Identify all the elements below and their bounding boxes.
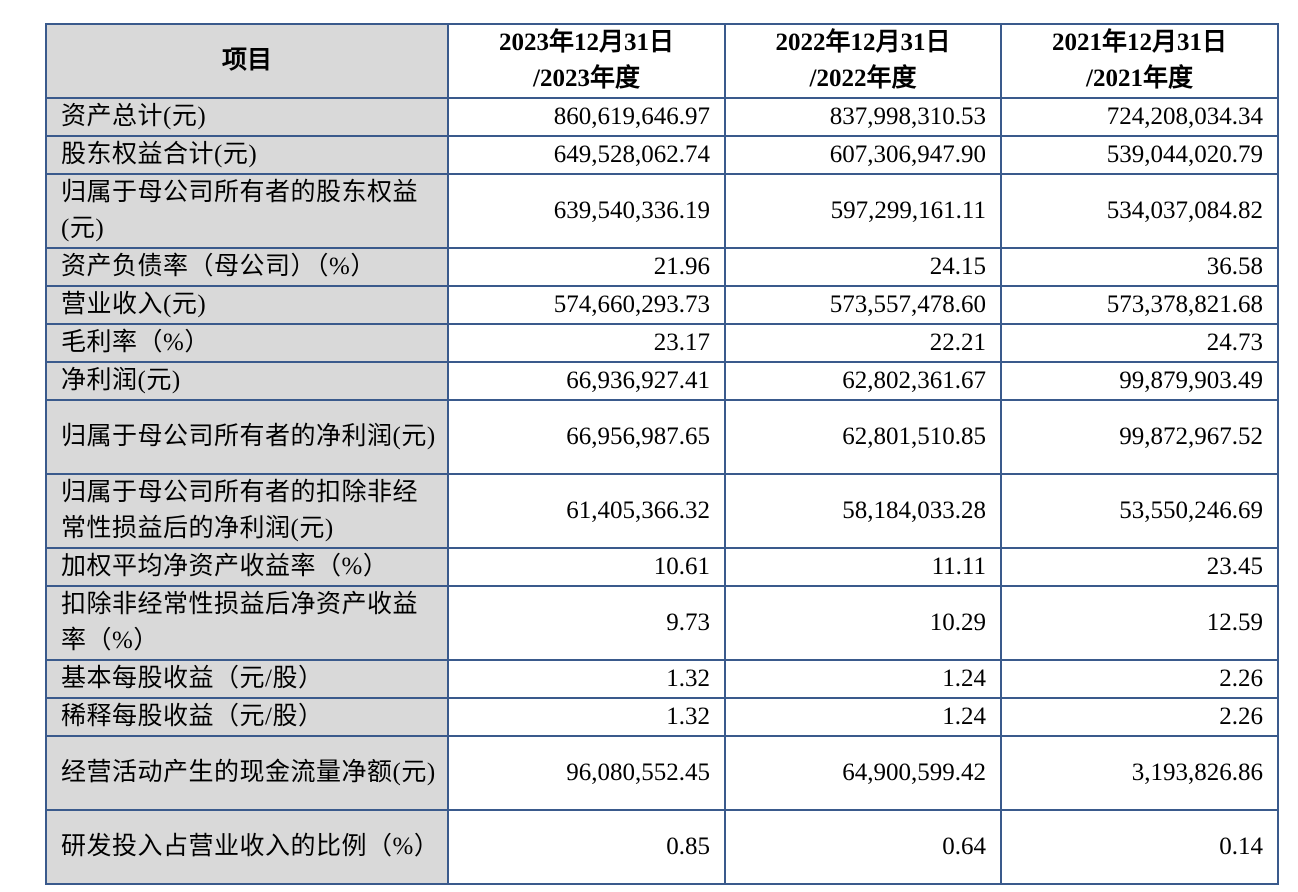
- table-row: 加权平均净资产收益率（%） 10.61 11.11 23.45: [45, 547, 1279, 587]
- row-label: 资产总计(元): [45, 97, 449, 137]
- cell-value: 11.11: [724, 547, 1002, 587]
- header-year-2022-line2: /2022年度: [809, 65, 917, 92]
- row-label: 稀释每股收益（元/股）: [45, 697, 449, 737]
- cell-value: 639,540,336.19: [447, 173, 726, 249]
- cell-value: 3,193,826.86: [1000, 735, 1279, 811]
- cell-value: 12.59: [1000, 585, 1279, 661]
- table-row: 研发投入占营业收入的比例（%） 0.85 0.64 0.14: [45, 809, 1279, 885]
- cell-value: 53,550,246.69: [1000, 473, 1279, 549]
- cell-value: 99,872,967.52: [1000, 399, 1279, 475]
- cell-value: 21.96: [447, 247, 726, 287]
- cell-value: 1.24: [724, 697, 1002, 737]
- table-row: 营业收入(元) 574,660,293.73 573,557,478.60 57…: [45, 285, 1279, 325]
- cell-value: 607,306,947.90: [724, 135, 1002, 175]
- table-row: 稀释每股收益（元/股） 1.32 1.24 2.26: [45, 697, 1279, 737]
- table-row: 经营活动产生的现金流量净额(元) 96,080,552.45 64,900,59…: [45, 735, 1279, 811]
- header-year-2022-line1: 2022年12月31日: [775, 29, 951, 56]
- table-row: 股东权益合计(元) 649,528,062.74 607,306,947.90 …: [45, 135, 1279, 175]
- cell-value: 99,879,903.49: [1000, 361, 1279, 401]
- cell-value: 66,956,987.65: [447, 399, 726, 475]
- cell-value: 36.58: [1000, 247, 1279, 287]
- cell-value: 23.17: [447, 323, 726, 363]
- cell-value: 2.26: [1000, 697, 1279, 737]
- row-label: 归属于母公司所有者的股东权益(元): [45, 173, 449, 249]
- cell-value: 62,802,361.67: [724, 361, 1002, 401]
- cell-value: 0.64: [724, 809, 1002, 885]
- cell-value: 66,936,927.41: [447, 361, 726, 401]
- cell-value: 10.29: [724, 585, 1002, 661]
- header-year-2022: 2022年12月31日 /2022年度: [724, 23, 1002, 99]
- table-header-row: 项目 2023年12月31日 /2023年度 2022年12月31日 /2022…: [45, 23, 1279, 99]
- table-row: 归属于母公司所有者的扣除非经常性损益后的净利润(元) 61,405,366.32…: [45, 473, 1279, 549]
- header-item: 项目: [45, 23, 449, 99]
- row-label: 股东权益合计(元): [45, 135, 449, 175]
- cell-value: 58,184,033.28: [724, 473, 1002, 549]
- cell-value: 24.73: [1000, 323, 1279, 363]
- cell-value: 534,037,084.82: [1000, 173, 1279, 249]
- cell-value: 649,528,062.74: [447, 135, 726, 175]
- header-year-2021: 2021年12月31日 /2021年度: [1000, 23, 1279, 99]
- row-label: 净利润(元): [45, 361, 449, 401]
- cell-value: 573,378,821.68: [1000, 285, 1279, 325]
- table-row: 归属于母公司所有者的净利润(元) 66,956,987.65 62,801,51…: [45, 399, 1279, 475]
- row-label: 毛利率（%）: [45, 323, 449, 363]
- table-row: 资产总计(元) 860,619,646.97 837,998,310.53 72…: [45, 97, 1279, 137]
- header-year-2023-line2: /2023年度: [533, 65, 640, 92]
- cell-value: 1.32: [447, 697, 726, 737]
- financial-table-container: 项目 2023年12月31日 /2023年度 2022年12月31日 /2022…: [45, 23, 1279, 885]
- cell-value: 574,660,293.73: [447, 285, 726, 325]
- row-label: 加权平均净资产收益率（%）: [45, 547, 449, 587]
- header-year-2021-line1: 2021年12月31日: [1051, 29, 1227, 56]
- row-label: 营业收入(元): [45, 285, 449, 325]
- table-row: 毛利率（%） 23.17 22.21 24.73: [45, 323, 1279, 363]
- cell-value: 1.32: [447, 659, 726, 699]
- table-row: 基本每股收益（元/股） 1.32 1.24 2.26: [45, 659, 1279, 699]
- row-label: 基本每股收益（元/股）: [45, 659, 449, 699]
- cell-value: 64,900,599.42: [724, 735, 1002, 811]
- table-row: 归属于母公司所有者的股东权益(元) 639,540,336.19 597,299…: [45, 173, 1279, 249]
- cell-value: 24.15: [724, 247, 1002, 287]
- financial-summary-table: 项目 2023年12月31日 /2023年度 2022年12月31日 /2022…: [45, 23, 1279, 885]
- cell-value: 22.21: [724, 323, 1002, 363]
- cell-value: 0.14: [1000, 809, 1279, 885]
- table-row: 资产负债率（母公司）（%） 21.96 24.15 36.58: [45, 247, 1279, 287]
- header-year-2023: 2023年12月31日 /2023年度: [447, 23, 726, 99]
- cell-value: 96,080,552.45: [447, 735, 726, 811]
- cell-value: 2.26: [1000, 659, 1279, 699]
- row-label: 研发投入占营业收入的比例（%）: [45, 809, 449, 885]
- header-year-2023-line1: 2023年12月31日: [498, 29, 674, 56]
- table-row: 净利润(元) 66,936,927.41 62,802,361.67 99,87…: [45, 361, 1279, 401]
- cell-value: 23.45: [1000, 547, 1279, 587]
- cell-value: 539,044,020.79: [1000, 135, 1279, 175]
- row-label: 扣除非经常性损益后净资产收益率（%）: [45, 585, 449, 661]
- row-label: 经营活动产生的现金流量净额(元): [45, 735, 449, 811]
- cell-value: 0.85: [447, 809, 726, 885]
- cell-value: 1.24: [724, 659, 1002, 699]
- cell-value: 724,208,034.34: [1000, 97, 1279, 137]
- row-label: 归属于母公司所有者的扣除非经常性损益后的净利润(元): [45, 473, 449, 549]
- cell-value: 9.73: [447, 585, 726, 661]
- table-row: 扣除非经常性损益后净资产收益率（%） 9.73 10.29 12.59: [45, 585, 1279, 661]
- cell-value: 573,557,478.60: [724, 285, 1002, 325]
- cell-value: 10.61: [447, 547, 726, 587]
- row-label: 归属于母公司所有者的净利润(元): [45, 399, 449, 475]
- cell-value: 61,405,366.32: [447, 473, 726, 549]
- cell-value: 62,801,510.85: [724, 399, 1002, 475]
- cell-value: 860,619,646.97: [447, 97, 726, 137]
- header-year-2021-line2: /2021年度: [1086, 65, 1193, 92]
- cell-value: 837,998,310.53: [724, 97, 1002, 137]
- row-label: 资产负债率（母公司）（%）: [45, 247, 449, 287]
- cell-value: 597,299,161.11: [724, 173, 1002, 249]
